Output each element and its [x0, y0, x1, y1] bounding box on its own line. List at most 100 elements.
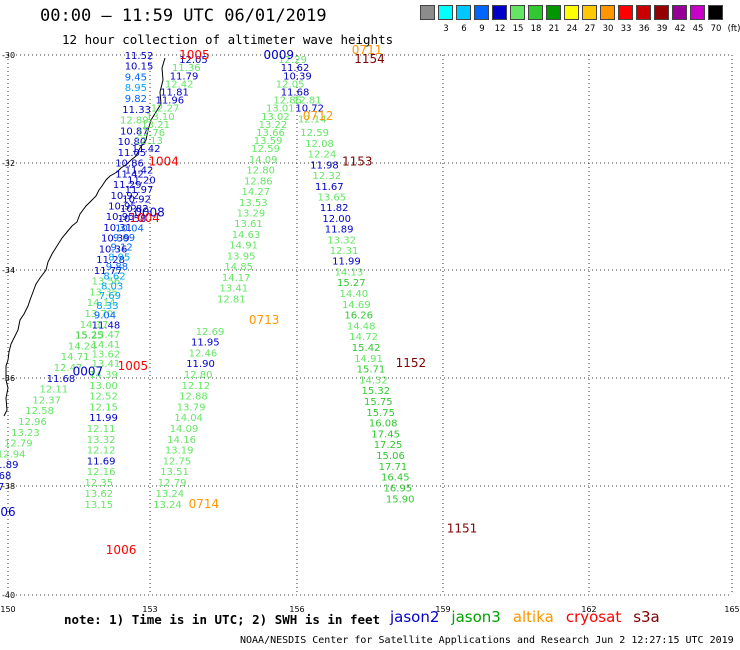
wave-height-value: 11.68 — [281, 88, 310, 99]
wave-height-value: 12.11 — [87, 424, 116, 435]
wave-height-value: 12.79 — [158, 478, 187, 489]
track-1: 11.4211.2011.9710.9210.8210.5810.049.699… — [85, 166, 156, 511]
wave-height-value: 12.75 — [163, 456, 192, 467]
wave-height-value: 13.41 — [92, 359, 121, 370]
wave-height-value: 11.77 — [94, 266, 123, 277]
wave-height-value: 13.41 — [220, 284, 249, 295]
pass-time-label: 1004 — [129, 211, 160, 225]
wave-height-value: 11.89 — [325, 225, 354, 236]
wave-height-value: 11.20 — [127, 175, 156, 186]
wave-height-value: 10.86 — [115, 159, 144, 170]
coastline — [3, 57, 166, 417]
wave-height-value: 14.04 — [174, 413, 203, 424]
wave-height-value: 11.69 — [87, 456, 116, 467]
wave-height-value: 12.05 — [276, 79, 305, 90]
wave-height-value: 13.95 — [227, 251, 256, 262]
legend-label: 36 — [638, 24, 650, 34]
wave-height-value: 11.96 — [156, 96, 185, 107]
legend-label: 21 — [548, 24, 560, 34]
pass-time-label: 1153 — [342, 155, 373, 169]
wave-height-value: 12.05 — [179, 55, 208, 66]
pass-time-label: 0006 — [0, 505, 16, 519]
legend-label: 3 — [443, 24, 449, 34]
wave-height-value: 13.66 — [256, 128, 285, 139]
wave-height-value: 12.12 — [182, 381, 211, 392]
pass-time-label: 1152 — [396, 356, 427, 370]
wave-height-value: 13.47 — [92, 330, 121, 341]
wave-height-value: 12.11 — [40, 385, 69, 396]
wave-height-value: 14.40 — [340, 289, 369, 300]
wave-height-value: 14.48 — [347, 321, 376, 332]
track-0: 11.5210.159.458.959.8211.3312.8910.8710.… — [0, 51, 153, 493]
wave-height-value: 11.36 — [172, 63, 201, 74]
wave-height-value: 14.09 — [249, 155, 278, 166]
credit-line: NOAA/NESDIS Center for Satellite Applica… — [240, 635, 734, 646]
lon-tick-label: 156 — [289, 605, 304, 614]
legend-swatch — [672, 5, 687, 20]
wave-height-value: 11.99 — [89, 413, 118, 424]
wave-height-value: 9.45 — [125, 72, 147, 83]
wave-height-value: 13.02 — [261, 112, 290, 123]
wave-height-value: 11.33 — [122, 105, 151, 116]
wave-height-value: 10.95 — [108, 202, 137, 213]
wave-height-value: 12.37 — [32, 395, 61, 406]
wave-height-value: 10.82 — [120, 204, 149, 215]
wave-height-value: 8.03 — [101, 281, 123, 292]
wave-height-value: 14.09 — [170, 424, 199, 435]
lon-tick-label: 150 — [0, 605, 15, 614]
pass-time-label: 0714 — [189, 497, 220, 511]
wave-height-value: 9.04 — [94, 311, 116, 322]
legend-swatch — [510, 5, 525, 20]
pass-time-label: 1005 — [179, 48, 210, 62]
wave-height-value: 14.91 — [229, 241, 258, 252]
wave-height-value: 10.39 — [101, 234, 130, 245]
wave-height-value: 11.97 — [125, 185, 154, 196]
wave-height-value: 13.35 — [89, 287, 118, 298]
pass-time-label: 0007 — [73, 364, 104, 378]
wave-height-value: 12.94 — [0, 449, 26, 460]
wave-height-value: 11.79 — [170, 71, 199, 82]
wave-height-value: 12.58 — [25, 406, 54, 417]
wave-height-value: 15.27 — [337, 278, 366, 289]
legend-label: 70 — [710, 24, 722, 34]
wave-height-value: 11.29 — [113, 180, 142, 191]
wave-height-value: 12.16 — [87, 467, 116, 478]
track-3: 12.2911.6210.3912.0511.6812.8513.0113.02… — [217, 55, 312, 305]
wave-height-value: 7.69 — [99, 291, 121, 302]
page-subtitle: 12 hour collection of altimeter wave hei… — [62, 32, 394, 47]
wave-height-value: 12.15 — [89, 402, 118, 413]
pass-time-label: 0713 — [249, 313, 280, 327]
wave-height-value: 10.04 — [115, 224, 144, 235]
altimeter-tracks: 11.5210.159.458.959.8211.3312.8910.8710.… — [0, 51, 415, 511]
lat-tick-label: -34 — [2, 266, 15, 275]
wave-height-value: 12.31 — [330, 246, 359, 257]
wave-height-value: 11.81 — [160, 88, 189, 99]
wave-height-value: 12.76 — [137, 128, 166, 139]
wave-height-value: 12.81 — [293, 96, 322, 107]
wave-height-value: 14.13 — [335, 267, 364, 278]
legend-swatch — [600, 5, 615, 20]
pass-time-label: 1005 — [118, 359, 149, 373]
wave-height-value: 14.72 — [349, 332, 378, 343]
wave-height-value: 12.69 — [196, 327, 225, 338]
wave-height-value: 11.28 — [96, 255, 125, 266]
wave-height-value: 12.81 — [217, 294, 246, 305]
wave-height-value: 13.56 — [92, 277, 121, 288]
wave-height-value: 8.33 — [96, 301, 118, 312]
wave-height-value: 10.92 — [111, 191, 140, 202]
legend-swatch — [708, 5, 723, 20]
wave-height-value: 15.42 — [352, 343, 381, 354]
wave-height-value: 14.41 — [92, 340, 121, 351]
legend-label: 18 — [530, 24, 542, 34]
wave-height-value: 10.80 — [118, 137, 147, 148]
wave-height-value: 12.88 — [179, 392, 208, 403]
wave-height-value: 14.71 — [61, 352, 90, 363]
wave-height-value: 16.08 — [369, 419, 398, 430]
wave-height-value: 12.59 — [251, 144, 280, 155]
legend-swatch — [690, 5, 705, 20]
lat-tick-label: -36 — [2, 374, 15, 383]
wave-height-value: 9.69 — [113, 233, 135, 244]
wave-height-value: 12.29 — [278, 55, 307, 66]
wave-height-value: 13.59 — [254, 136, 283, 147]
